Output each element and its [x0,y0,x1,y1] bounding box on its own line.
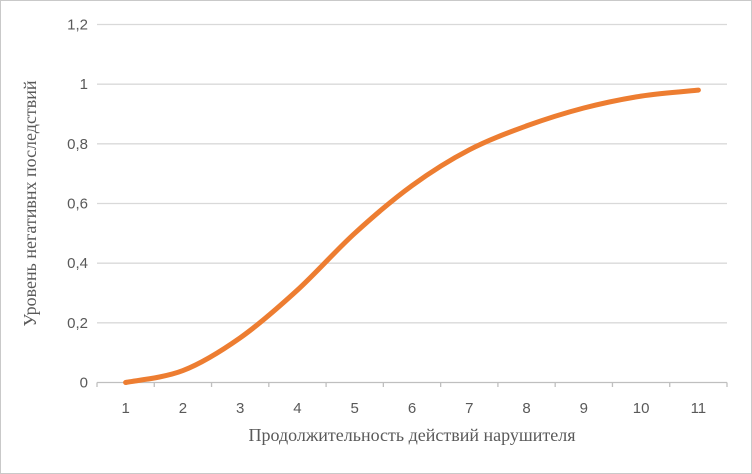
x-tick-label: 7 [465,400,473,417]
x-axis-tick-labels: 1 2 3 4 5 6 7 8 9 10 11 [121,400,706,417]
y-tick-label: 0,4 [67,255,88,272]
y-tick-label: 0 [80,375,88,392]
y-tick-label: 1,2 [67,17,88,34]
x-tick-label: 4 [293,400,301,417]
y-axis-tick-labels: 0 0,2 0,4 0,6 0,8 1 1,2 [67,17,88,392]
x-tick-label: 3 [236,400,244,417]
x-tick-label: 5 [351,400,359,417]
y-tick-label: 0,2 [67,315,88,332]
x-tick-label: 11 [691,400,707,417]
y-axis-title: Уровень негативнх последствий [20,80,40,326]
x-tick-label: 8 [522,400,530,417]
y-tick-label: 1 [80,76,88,93]
x-axis [96,381,728,387]
gridlines [97,23,727,324]
x-tick-label: 2 [179,400,187,417]
x-tick-label: 10 [633,400,650,417]
x-tick-label: 6 [408,400,416,417]
x-axis-title: Продолжительность действий нарушителя [248,425,575,445]
data-series-line [123,87,701,385]
y-tick-label: 0,6 [67,196,88,213]
x-tick-label: 1 [121,400,129,417]
y-tick-label: 0,8 [67,136,88,153]
x-tick-label: 9 [580,400,588,417]
